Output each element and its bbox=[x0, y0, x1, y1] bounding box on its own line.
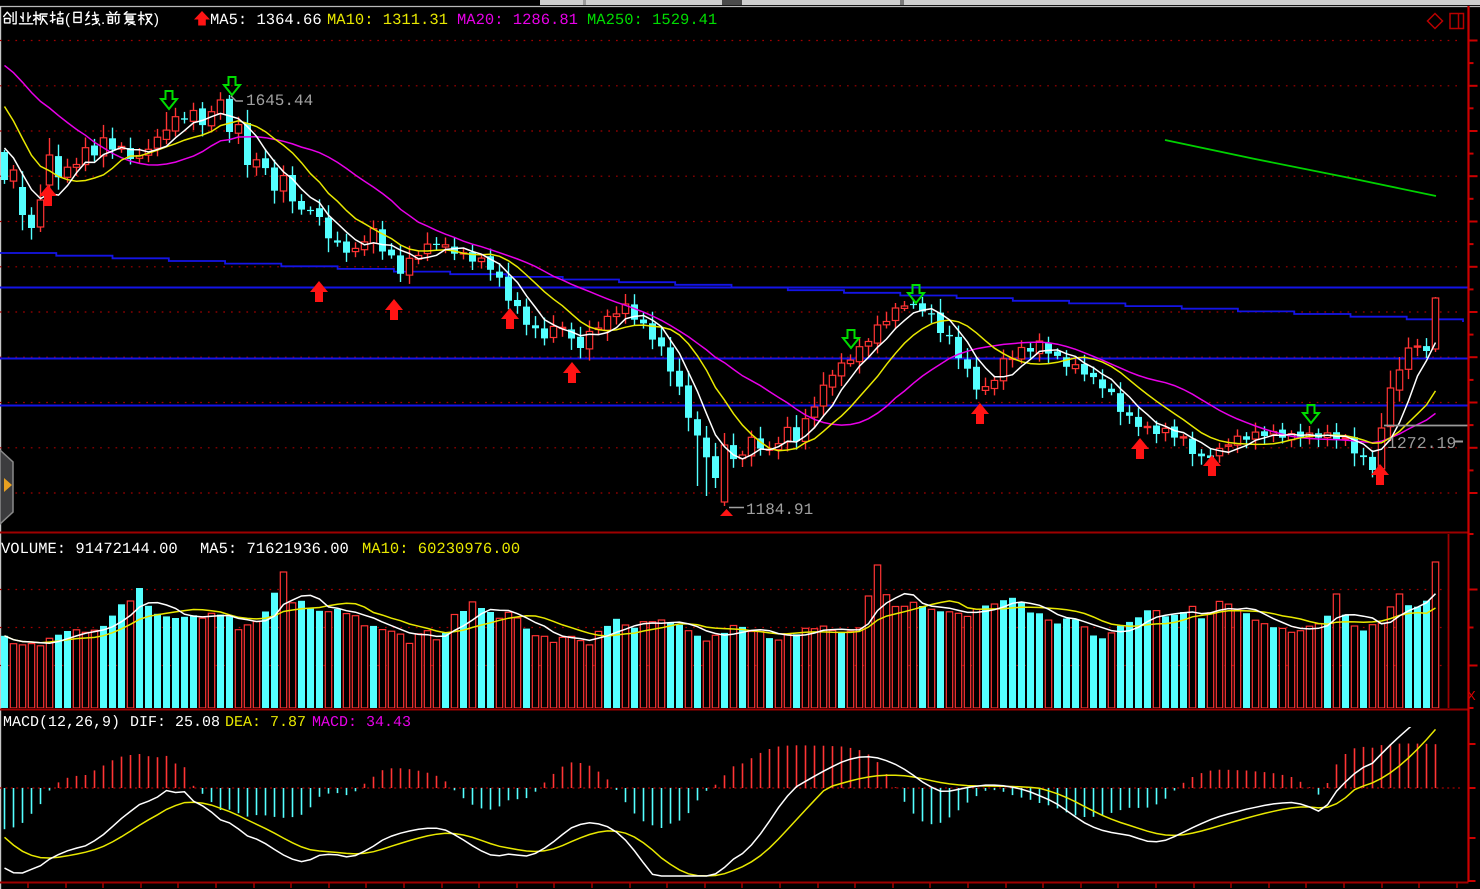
svg-text:1272.19: 1272.19 bbox=[1387, 434, 1456, 453]
svg-text:MA10: 60230976.00: MA10: 60230976.00 bbox=[362, 540, 520, 558]
svg-text:MACD(12,26,9): MACD(12,26,9) bbox=[3, 714, 120, 731]
svg-text:): ) bbox=[154, 11, 159, 28]
svg-text:1184.91: 1184.91 bbox=[746, 501, 813, 519]
svg-text:MACD: 34.43: MACD: 34.43 bbox=[312, 714, 411, 731]
svg-text:DEA: 7.87: DEA: 7.87 bbox=[225, 714, 306, 731]
svg-text:MA5: 71621936.00: MA5: 71621936.00 bbox=[200, 540, 349, 558]
svg-text:1645.44: 1645.44 bbox=[246, 92, 313, 110]
svg-text:VOLUME: 91472144.00: VOLUME: 91472144.00 bbox=[1, 540, 178, 558]
svg-text:MA250: 1529.41: MA250: 1529.41 bbox=[587, 11, 717, 29]
svg-text:MA20: 1286.81: MA20: 1286.81 bbox=[457, 11, 578, 29]
svg-text:.: . bbox=[101, 11, 105, 28]
svg-text:MA5: 1364.66: MA5: 1364.66 bbox=[210, 11, 322, 29]
svg-text:MA10: 1311.31: MA10: 1311.31 bbox=[327, 11, 448, 29]
svg-text:(: ( bbox=[65, 11, 70, 28]
svg-text:DIF: 25.08: DIF: 25.08 bbox=[130, 714, 220, 731]
svg-text:X: X bbox=[1467, 688, 1476, 703]
